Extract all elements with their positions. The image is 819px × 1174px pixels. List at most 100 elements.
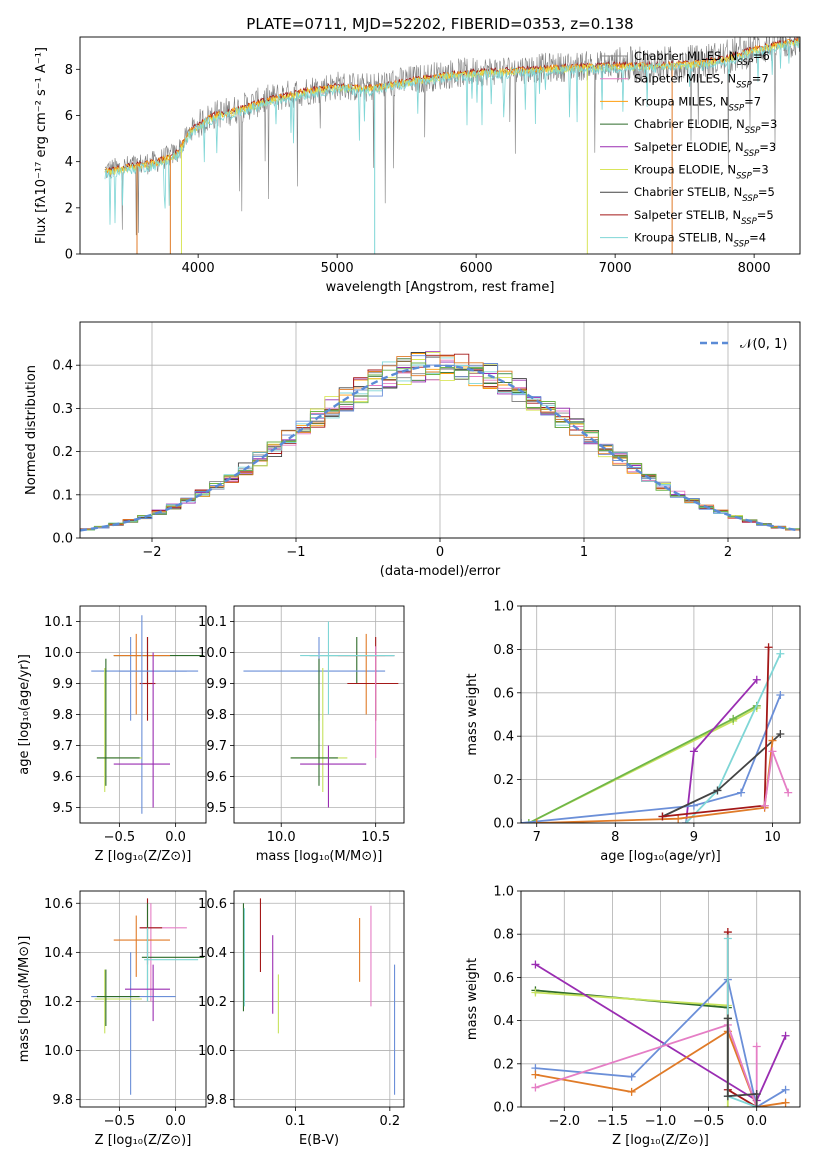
y-axis-label: Normed distribution bbox=[24, 365, 39, 495]
weight-point bbox=[531, 1070, 540, 1079]
legend-entry: Salpeter STELIB, NSSP=5 bbox=[634, 208, 774, 227]
weight-point bbox=[682, 819, 691, 823]
x-tick-label: 7000 bbox=[599, 261, 632, 276]
legend-entry: Salpeter MILES, NSSP=7 bbox=[634, 72, 769, 91]
histogram-series bbox=[80, 362, 800, 533]
x-axis-label: (data-model)/error bbox=[380, 564, 501, 579]
weight-point bbox=[531, 960, 540, 969]
x-tick-label: 0.0 bbox=[165, 830, 186, 845]
weight-point bbox=[723, 934, 732, 943]
y-axis-label: mass weight bbox=[465, 958, 480, 1040]
axes-7: −2.0 −1.5 −1.0 −0.5 0.0 0.0 0.2 0.4 0.6 0.8 1.0 Z [… bbox=[465, 885, 801, 1148]
weight-point bbox=[674, 814, 683, 823]
y-tick-label: 9.9 bbox=[206, 677, 227, 692]
axes-3: 10.0 10.5 9.5 9.6 9.7 9.8 9.9 10.0 10.1 mass [log… bbox=[198, 605, 405, 864]
legend-entry: Kroupa STELIB, NSSP=4 bbox=[634, 231, 766, 250]
y-tick-label: 10.4 bbox=[44, 946, 73, 961]
legend-entry: Chabrier MILES, NSSP=6 bbox=[634, 49, 770, 68]
axes-0: 4000 5000 6000 7000 8000 0 2 4 6 8 wavelength [Ang… bbox=[34, 36, 801, 295]
y-tick-label: 0.8 bbox=[493, 928, 514, 943]
x-tick-label: −1.0 bbox=[645, 1114, 677, 1129]
weight-point bbox=[776, 730, 785, 739]
x-tick-label: −2.0 bbox=[549, 1114, 581, 1129]
legend-entry: Chabrier ELODIE, NSSP=3 bbox=[634, 117, 777, 136]
x-tick-label: 0.2 bbox=[379, 1114, 400, 1129]
y-tick-label: 0.2 bbox=[493, 773, 514, 788]
weight-point bbox=[531, 988, 540, 997]
weight-point bbox=[627, 1087, 636, 1096]
axes-6: 0.1 0.2 9.8 10.0 10.2 10.4 10.6 E(B-V) bbox=[198, 890, 405, 1148]
x-tick-label: 7 bbox=[533, 830, 541, 845]
y-tick-label: 10.2 bbox=[44, 995, 73, 1010]
y-tick-label: 9.6 bbox=[206, 770, 227, 785]
weight-point bbox=[752, 1042, 761, 1051]
y-tick-label: 0.4 bbox=[493, 730, 514, 745]
weight-point bbox=[764, 643, 773, 652]
y-tick-label: 8 bbox=[65, 63, 73, 78]
legend-entry: Salpeter ELODIE, NSSP=3 bbox=[634, 140, 776, 159]
x-tick-label: −1.5 bbox=[597, 1114, 629, 1129]
weight-point bbox=[723, 1014, 732, 1023]
y-tick-label: 0.3 bbox=[52, 402, 73, 417]
x-tick-label: −0.5 bbox=[693, 1114, 725, 1129]
weight-point bbox=[781, 1031, 790, 1040]
weight-series bbox=[521, 694, 782, 823]
weight-point bbox=[531, 1083, 540, 1092]
weight-point bbox=[781, 1085, 790, 1094]
y-tick-label: 0.0 bbox=[52, 532, 73, 547]
x-tick-label: −1 bbox=[286, 545, 305, 560]
x-tick-label: −0.5 bbox=[104, 1114, 136, 1129]
weight-point bbox=[768, 736, 777, 745]
weight-series bbox=[726, 1018, 758, 1107]
axes-frame bbox=[233, 890, 405, 1108]
axes-frame bbox=[520, 890, 801, 1108]
y-tick-label: 4 bbox=[65, 155, 73, 170]
y-tick-label: 0.0 bbox=[493, 817, 514, 832]
y-tick-label: 9.8 bbox=[52, 708, 73, 723]
plot-area bbox=[91, 615, 204, 814]
x-tick-label: 8 bbox=[611, 830, 619, 845]
x-axis-label: E(B-V) bbox=[299, 1133, 339, 1148]
weight-point bbox=[723, 1092, 732, 1101]
y-tick-label: 10.1 bbox=[44, 615, 73, 630]
y-tick-label: 6 bbox=[65, 109, 73, 124]
figure-title: PLATE=0711, MJD=52202, FIBERID=0353, z=0… bbox=[246, 15, 633, 33]
weight-point bbox=[781, 1098, 790, 1107]
weight-point bbox=[729, 714, 738, 723]
weight-point bbox=[524, 819, 533, 823]
x-tick-label: 4000 bbox=[182, 261, 215, 276]
legend-entry: Kroupa ELODIE, NSSP=3 bbox=[634, 163, 769, 182]
x-tick-label: 6000 bbox=[460, 261, 493, 276]
x-tick-label: −2 bbox=[142, 545, 161, 560]
axes-frame bbox=[233, 605, 405, 824]
y-axis-label: mass weight bbox=[465, 673, 480, 755]
x-axis-label: age [log₁₀(age/yr)] bbox=[600, 849, 721, 864]
weight-series bbox=[536, 740, 774, 823]
y-tick-label: 0.6 bbox=[493, 686, 514, 701]
y-axis-label: mass [log₁₀(M/M⊙)] bbox=[17, 936, 32, 1063]
y-tick-label: 10.2 bbox=[198, 995, 227, 1010]
y-tick-label: 10.0 bbox=[44, 1044, 73, 1059]
weight-series bbox=[528, 705, 758, 823]
x-tick-label: 10 bbox=[764, 830, 781, 845]
plot-area bbox=[521, 643, 793, 823]
y-tick-label: 0 bbox=[65, 248, 73, 263]
weight-point bbox=[723, 1103, 732, 1107]
axes-frame bbox=[79, 36, 801, 255]
legend-entry: 𝒩(0, 1) bbox=[740, 337, 787, 352]
legend-entry: Chabrier STELIB, NSSP=5 bbox=[634, 185, 775, 204]
weight-point bbox=[752, 1103, 761, 1107]
axes-frame bbox=[79, 890, 207, 1108]
x-axis-label: Z [log₁₀(Z/Z⊙)] bbox=[612, 1133, 709, 1148]
x-axis-label: Z [log₁₀(Z/Z⊙)] bbox=[95, 1133, 192, 1148]
plot-area bbox=[104, 37, 800, 254]
x-tick-label: 1 bbox=[580, 545, 588, 560]
weight-series bbox=[763, 747, 790, 806]
plot-area bbox=[243, 621, 399, 808]
y-tick-label: 0.8 bbox=[493, 643, 514, 658]
weight-series bbox=[726, 932, 758, 1107]
y-tick-label: 10.4 bbox=[198, 946, 227, 961]
legend-entry: Kroupa MILES, NSSP=7 bbox=[634, 94, 761, 113]
x-tick-label: −0.5 bbox=[104, 830, 136, 845]
weight-point bbox=[752, 675, 761, 684]
